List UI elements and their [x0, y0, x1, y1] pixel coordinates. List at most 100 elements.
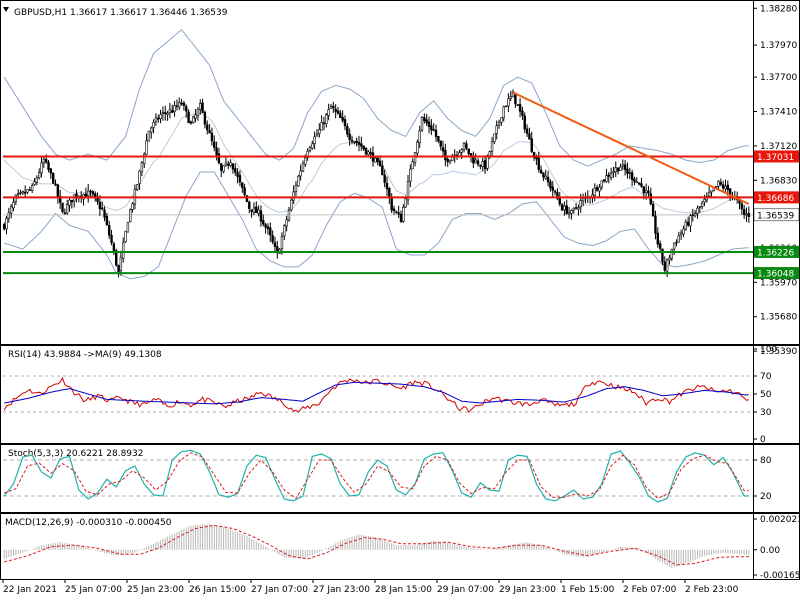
candle-body	[241, 182, 244, 188]
candle-body	[395, 211, 398, 213]
collapse-triangle-icon[interactable]	[3, 7, 9, 12]
candle-body	[703, 198, 706, 203]
candle-body	[598, 186, 601, 192]
candle-body	[423, 117, 426, 121]
candle-body	[70, 199, 74, 203]
candle-body	[376, 157, 379, 162]
candle-body	[285, 219, 288, 227]
candle-body	[675, 241, 678, 244]
candle-body	[206, 124, 209, 131]
rsi-pane-axis-label: 30	[760, 408, 772, 418]
candle-body	[679, 232, 683, 236]
candle-body	[658, 243, 662, 249]
time-axis-label: 2 Feb 23:00	[685, 585, 739, 595]
candle-body	[413, 152, 417, 164]
macd-signal-line	[4, 524, 749, 566]
time-axis-label: 26 Jan 15:00	[189, 585, 246, 595]
candle-body	[747, 212, 751, 218]
candle-body	[528, 133, 531, 140]
candle-body	[266, 226, 270, 229]
candle-body	[439, 140, 442, 147]
candle-body	[65, 204, 69, 214]
candle-body	[327, 109, 330, 116]
candle-body	[336, 110, 340, 114]
candle-body	[112, 243, 116, 252]
rsi-line	[3, 376, 749, 414]
candle-body	[51, 173, 55, 184]
macd-histogram	[3, 523, 750, 569]
support-price-tag	[754, 267, 799, 280]
candle-body	[334, 108, 337, 112]
candle-body	[553, 191, 557, 193]
time-axis-label: 28 Jan 15:00	[375, 585, 432, 595]
candle-body	[574, 207, 578, 209]
candle-body	[563, 205, 566, 211]
candle-body	[250, 209, 253, 213]
candle-body	[558, 197, 561, 205]
candle-body	[245, 195, 249, 202]
candle-body	[425, 119, 428, 124]
candle-body	[579, 200, 582, 208]
candle-body	[210, 132, 214, 142]
candle-body	[691, 214, 695, 216]
candle-body	[199, 103, 202, 110]
stoch-pane-axis-label: 80	[760, 456, 772, 466]
rsi-ma-line	[4, 381, 749, 405]
candle-body	[696, 207, 699, 214]
candle-body	[677, 235, 681, 243]
price-axis-label: 1.35390	[760, 347, 797, 357]
candle-body	[185, 106, 188, 112]
candle-body	[56, 184, 60, 198]
candle-body	[248, 201, 251, 209]
candle-body	[567, 212, 571, 215]
price-axis-label: 1.37120	[760, 142, 797, 152]
candle-body	[159, 114, 162, 120]
current-price-tag	[753, 208, 800, 222]
candle-body	[138, 170, 141, 184]
candle-body	[304, 157, 307, 165]
candle-body	[35, 177, 39, 183]
candle-body	[467, 148, 470, 155]
candle-body	[252, 207, 256, 214]
candle-body	[196, 109, 200, 116]
candle-body	[665, 259, 669, 272]
candle-body	[383, 174, 386, 183]
candle-body	[465, 143, 468, 149]
price-pane: 1.38280 1.37970 1.37700 1.37410 1.37120 1.368…	[0, 0, 800, 357]
candle-body	[103, 209, 106, 218]
candle-body	[633, 178, 636, 182]
candle-body	[213, 141, 216, 148]
candle-body	[539, 169, 543, 174]
candle-body	[44, 159, 48, 163]
candle-body	[437, 135, 440, 142]
candle-body	[420, 117, 424, 131]
candle-body	[381, 165, 384, 176]
candle-body	[378, 160, 382, 167]
candle-body	[551, 186, 554, 191]
candle-body	[654, 215, 657, 234]
candle-body	[537, 157, 540, 170]
candle-body	[49, 168, 53, 174]
candle-body	[91, 191, 95, 195]
candle-body	[535, 157, 538, 160]
candle-body	[397, 212, 400, 215]
time-axis: 22 Jan 2021 25 Jan 07:00 25 Jan 23:00 26 Ja…	[2, 579, 739, 595]
candle-body	[626, 168, 629, 174]
candle-body	[119, 256, 123, 272]
candle-body	[2, 224, 6, 230]
rsi-pane-axis-label: 0	[760, 435, 766, 445]
rsi-pane-axis-label: 70	[760, 372, 772, 382]
candle-body	[21, 191, 25, 194]
candle-body	[168, 109, 172, 113]
candle-body	[430, 125, 433, 131]
candle-body	[257, 209, 260, 214]
candle-body	[472, 156, 475, 164]
candle-body	[255, 206, 258, 214]
current-price-label: 1.36539	[757, 211, 794, 221]
candle-body	[390, 197, 393, 211]
candle-body	[294, 184, 298, 193]
candle-body	[343, 119, 347, 127]
candle-body	[672, 242, 676, 250]
candle-body	[180, 102, 183, 105]
candle-body	[721, 184, 725, 189]
